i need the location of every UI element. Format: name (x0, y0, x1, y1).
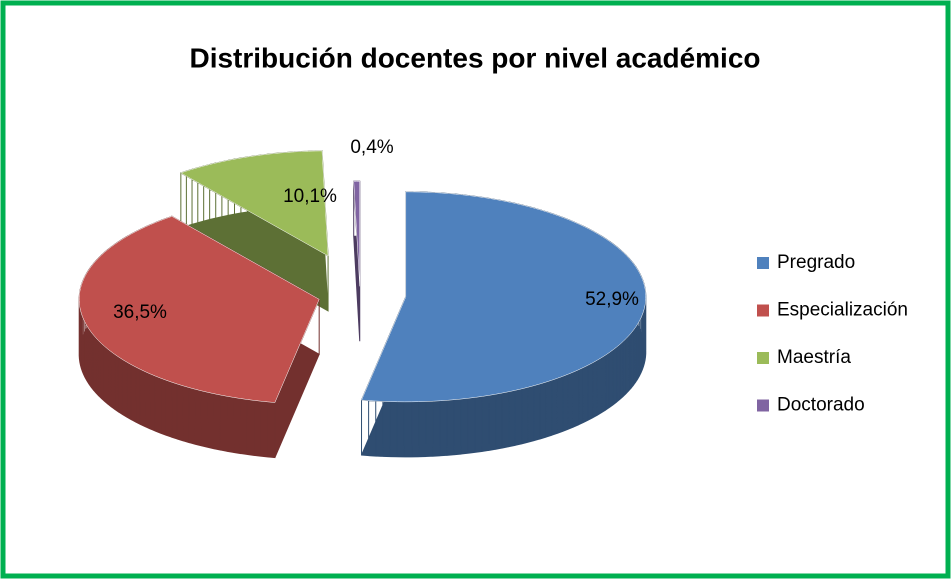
legend-label: Maestría (777, 347, 851, 368)
legend-label: Pregrado (777, 252, 855, 273)
data-label: 36,5% (113, 302, 167, 323)
pie-slice-top (180, 150, 329, 257)
pie-slice (78, 215, 320, 459)
legend-swatch (757, 399, 769, 412)
legend-label: Doctorado (777, 395, 865, 416)
pie-slice (180, 150, 329, 312)
legend-label: Especialización (777, 300, 908, 321)
pie-slice (353, 180, 361, 342)
legend-swatch (757, 352, 769, 364)
legend-swatch (757, 257, 769, 269)
pie-slice-top (353, 181, 360, 287)
legend-swatch (757, 304, 769, 317)
pie-slice-top (361, 191, 647, 403)
pie-slice-top (78, 216, 320, 403)
pie-slice (361, 191, 647, 458)
data-label: 0,4% (350, 137, 393, 158)
chart-title: Distribución docentes por nivel académic… (189, 42, 760, 73)
data-label: 10,1% (283, 186, 337, 207)
data-label: 52,9% (585, 289, 639, 310)
